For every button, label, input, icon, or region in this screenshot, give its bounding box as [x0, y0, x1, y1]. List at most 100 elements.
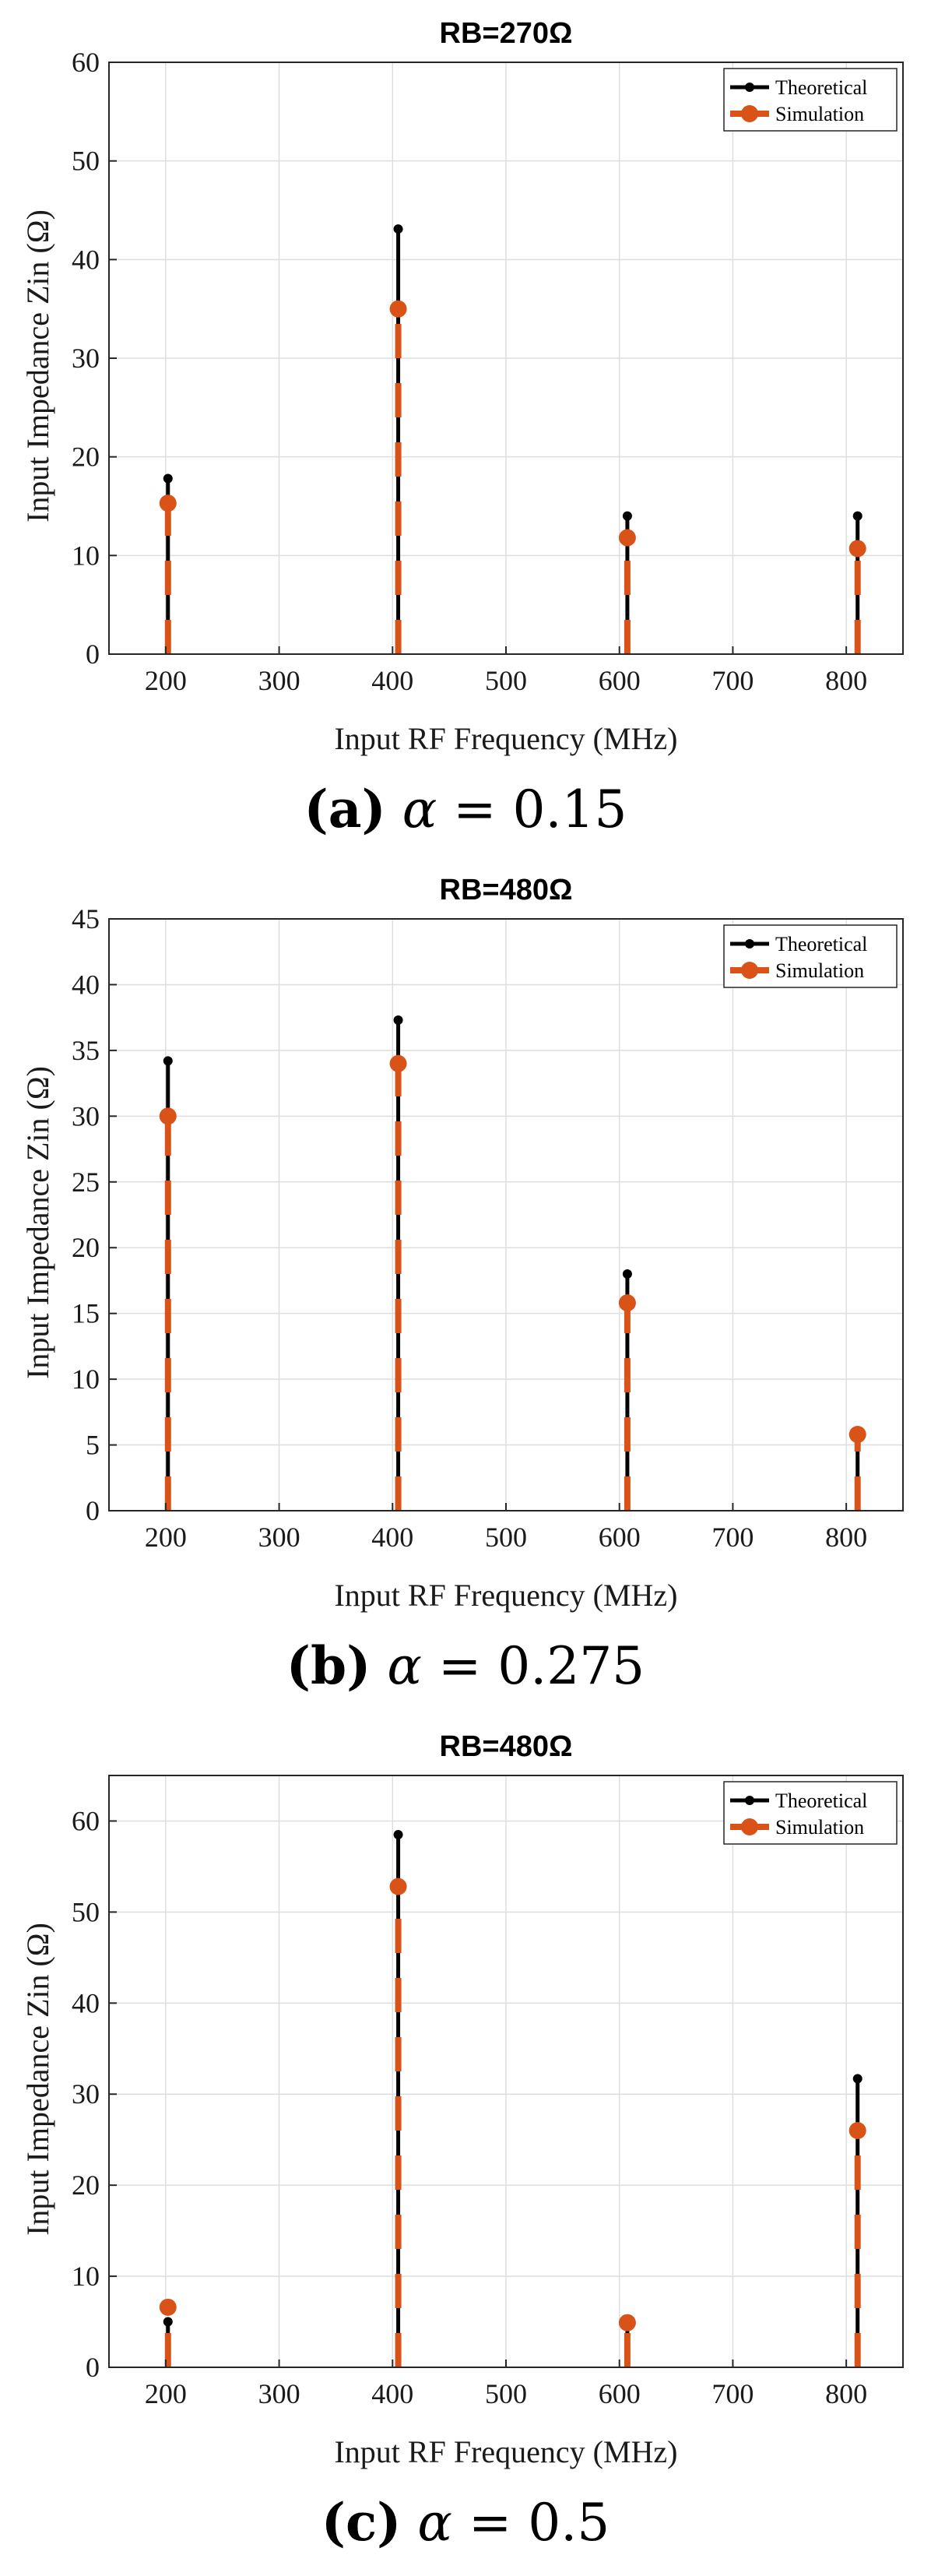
chart-panel-b: RB=480Ω 200 300 400 500 600 700 800 0 5 10 15 20 25 3… — [0, 857, 931, 1721]
y-tick-label: 35 — [72, 1035, 100, 1066]
x-tick-label: 700 — [711, 1522, 754, 1553]
y-tick-label: 25 — [72, 1167, 100, 1198]
simulation-point — [618, 1294, 636, 1312]
caption-c: (c) α = 0.5 — [0, 2492, 931, 2553]
y-axis-label: Input Impedance Zin (Ω) — [20, 1066, 55, 1379]
legend: Theoretical Simulation — [723, 68, 898, 132]
theoretical-point — [393, 1830, 403, 1839]
caption-label: (b) — [286, 1635, 371, 1696]
y-tick-label: 0 — [86, 639, 100, 670]
y-tick-label: 40 — [72, 1987, 100, 2018]
legend-simulation-label: Simulation — [775, 103, 864, 125]
theoretical-point — [163, 2317, 173, 2327]
y-tick-label: 50 — [72, 1896, 100, 1927]
x-tick-label: 300 — [258, 1522, 300, 1553]
y-tick-label: 0 — [86, 2352, 100, 2383]
simulation-point — [389, 300, 407, 318]
y-tick-label: 20 — [72, 2170, 100, 2201]
x-tick-label: 600 — [599, 1522, 641, 1553]
y-axis-label: Input Impedance Zin (Ω) — [20, 209, 55, 523]
y-tick-label: 40 — [72, 969, 100, 1000]
simulation-point — [159, 1107, 177, 1125]
x-axis-label: Input RF Frequency (MHz) — [334, 1578, 677, 1613]
simulation-point — [389, 1054, 407, 1072]
legend: Theoretical Simulation — [723, 924, 898, 988]
chart-title: RB=480Ω — [440, 874, 573, 906]
x-tick-label: 700 — [711, 665, 754, 696]
caption-alpha-symbol: α — [387, 1636, 422, 1696]
caption-equation: = 0.15 — [437, 779, 627, 839]
x-tick-label: 800 — [825, 665, 867, 696]
legend-theoretical-label: Theoretical — [775, 1789, 867, 1812]
x-tick-label: 400 — [371, 2378, 413, 2409]
caption-b: (b) α = 0.275 — [0, 1635, 931, 1696]
legend-theoretical-label: Theoretical — [775, 76, 867, 99]
x-tick-label: 200 — [145, 665, 187, 696]
y-tick-label: 60 — [72, 47, 100, 78]
simulation-point — [848, 1426, 866, 1444]
caption-label: (a) — [304, 779, 386, 839]
y-axis-label: Input Impedance Zin (Ω) — [20, 1923, 55, 2236]
x-axis-label: Input RF Frequency (MHz) — [334, 2434, 677, 2469]
caption-equation: = 0.275 — [421, 1636, 645, 1696]
y-tick-label: 30 — [72, 2078, 100, 2110]
chart-panel-c: RB=480Ω 200 300 400 500 600 700 800 0 10 20 30 40 50… — [0, 1713, 931, 2576]
y-tick-label: 5 — [86, 1430, 100, 1461]
x-tick-label: 200 — [145, 2378, 187, 2409]
legend-simulation-label: Simulation — [775, 959, 864, 982]
legend-simulation-label: Simulation — [775, 1816, 864, 1839]
chart-a-plot: RB=270Ω 200 300 400 500 600 700 800 0 10 20 30 40 50… — [20, 17, 904, 756]
theoretical-point — [622, 511, 632, 521]
chart-b-plot: RB=480Ω 200 300 400 500 600 700 800 0 5 10 15 20 25 3… — [20, 874, 904, 1613]
x-tick-label: 200 — [145, 1522, 187, 1553]
x-tick-label: 400 — [371, 1522, 413, 1553]
x-tick-label: 400 — [371, 665, 413, 696]
chart-title: RB=480Ω — [440, 1730, 573, 1763]
y-tick-label: 0 — [86, 1495, 100, 1526]
y-tick-label: 20 — [72, 442, 100, 473]
simulation-point — [159, 494, 177, 512]
simulation-point — [159, 2298, 177, 2316]
x-tick-label: 300 — [258, 2378, 300, 2409]
x-tick-label: 500 — [485, 2378, 527, 2409]
x-tick-label: 600 — [599, 2378, 641, 2409]
chart-panel-a: RB=270Ω 200 300 400 500 600 700 800 0 10 20 30 40 50… — [0, 0, 931, 864]
simulation-point — [848, 2122, 866, 2139]
x-tick-label: 500 — [485, 1522, 527, 1553]
theoretical-point — [393, 224, 403, 234]
y-tick-label: 40 — [72, 244, 100, 275]
y-tick-label: 15 — [72, 1298, 100, 1329]
simulation-point — [618, 2314, 636, 2331]
legend: Theoretical Simulation — [723, 1781, 898, 1845]
simulation-point — [618, 529, 636, 547]
theoretical-point — [852, 2074, 862, 2084]
y-tick-label: 45 — [72, 903, 100, 934]
theoretical-point — [393, 1015, 403, 1026]
x-tick-label: 800 — [825, 2378, 867, 2409]
caption-label: (c) — [321, 2492, 402, 2553]
x-axis-label: Input RF Frequency (MHz) — [334, 721, 677, 756]
simulation-point — [389, 1877, 407, 1895]
y-tick-label: 30 — [72, 1100, 100, 1131]
y-tick-label: 10 — [72, 2261, 100, 2292]
y-tick-label: 30 — [72, 343, 100, 374]
caption-equation: = 0.5 — [451, 2493, 610, 2553]
theoretical-point — [163, 473, 173, 484]
y-tick-label: 20 — [72, 1232, 100, 1263]
x-tick-label: 800 — [825, 1522, 867, 1553]
theoretical-point — [163, 1056, 173, 1066]
x-tick-label: 600 — [599, 665, 641, 696]
y-tick-label: 10 — [72, 1364, 100, 1395]
legend-theoretical-label: Theoretical — [775, 933, 867, 955]
caption-a: (a) α = 0.15 — [0, 779, 931, 839]
theoretical-point — [852, 511, 862, 521]
chart-title: RB=270Ω — [440, 17, 573, 50]
chart-c-plot: RB=480Ω 200 300 400 500 600 700 800 0 10 20 30 40 50… — [20, 1730, 904, 2469]
x-tick-label: 500 — [485, 665, 527, 696]
y-tick-label: 60 — [72, 1805, 100, 1836]
theoretical-point — [622, 1269, 632, 1279]
x-tick-label: 300 — [258, 665, 300, 696]
y-tick-label: 50 — [72, 146, 100, 177]
caption-alpha-symbol: α — [402, 779, 437, 839]
x-tick-label: 700 — [711, 2378, 754, 2409]
